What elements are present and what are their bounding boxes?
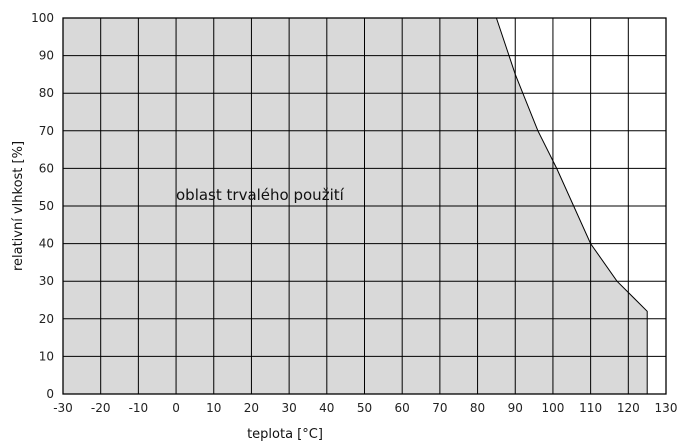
x-tick-label: 10	[206, 401, 221, 415]
x-axis-label: teplota [°C]	[247, 427, 323, 441]
y-tick-label: 70	[39, 124, 54, 138]
y-tick-label: 50	[39, 199, 54, 213]
x-tick-label: 60	[395, 401, 410, 415]
annotation-label: oblast trvalého použití	[176, 186, 345, 204]
x-tick-label: 20	[244, 401, 259, 415]
x-tick-label: 90	[508, 401, 523, 415]
x-tick-label: -10	[129, 401, 149, 415]
y-tick-label: 0	[46, 387, 54, 401]
x-tick-label: 120	[617, 401, 640, 415]
y-tick-label: 100	[31, 11, 54, 25]
x-tick-label: 110	[579, 401, 602, 415]
y-tick-label: 60	[39, 161, 54, 175]
x-tick-label: 130	[655, 401, 677, 415]
x-tick-label: 100	[541, 401, 564, 415]
x-tick-label: 50	[357, 401, 372, 415]
x-tick-label: 0	[172, 401, 180, 415]
y-tick-label: 40	[39, 237, 54, 251]
plot-frame	[62, 17, 667, 395]
x-tick-label: -30	[53, 401, 73, 415]
y-tick-label: 90	[39, 49, 54, 63]
y-tick-label: 10	[39, 349, 54, 363]
x-tick-label: 70	[432, 401, 447, 415]
y-tick-label: 20	[39, 312, 54, 326]
x-tick-label: 30	[281, 401, 296, 415]
x-tick-label: 80	[470, 401, 485, 415]
x-tick-label: 40	[319, 401, 334, 415]
y-axis-label: relativní vlhkost [%]	[11, 141, 26, 271]
y-tick-label: 80	[39, 86, 54, 100]
x-tick-label: -20	[91, 401, 111, 415]
y-tick-label: 30	[39, 274, 54, 288]
